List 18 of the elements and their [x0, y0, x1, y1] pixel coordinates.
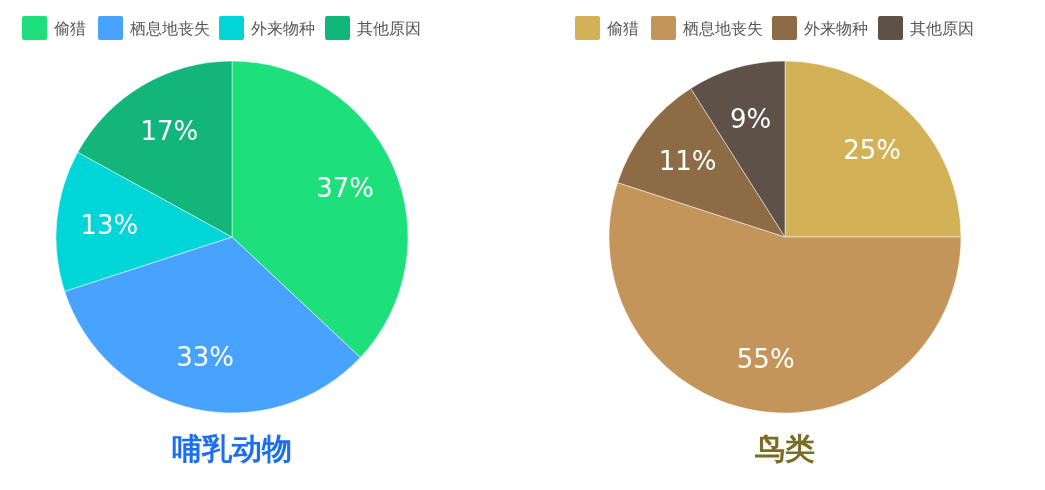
data-label: 33% — [176, 342, 235, 373]
data-label: 37% — [316, 173, 374, 204]
legend-label: 外来物种 — [251, 19, 315, 38]
data-label: 13% — [80, 210, 139, 241]
legend-label: 栖息地丧失 — [682, 19, 763, 38]
data-label: 11% — [658, 146, 717, 177]
legend-label: 偷猎 — [607, 19, 639, 38]
data-label: 25% — [843, 134, 902, 165]
legend-label: 栖息地丧失 — [129, 19, 210, 38]
legend-label: 其他原因 — [910, 19, 974, 38]
text: 鸟类 — [754, 431, 815, 466]
text: 哺乳动物 — [172, 431, 292, 466]
data-label: 9% — [730, 103, 772, 134]
data-label: 55% — [736, 343, 795, 374]
legend-label: 偷猎 — [54, 19, 86, 38]
data-label: 17% — [140, 115, 199, 146]
legend-label: 外来物种 — [804, 19, 868, 38]
legend-label: 其他原因 — [357, 19, 421, 38]
